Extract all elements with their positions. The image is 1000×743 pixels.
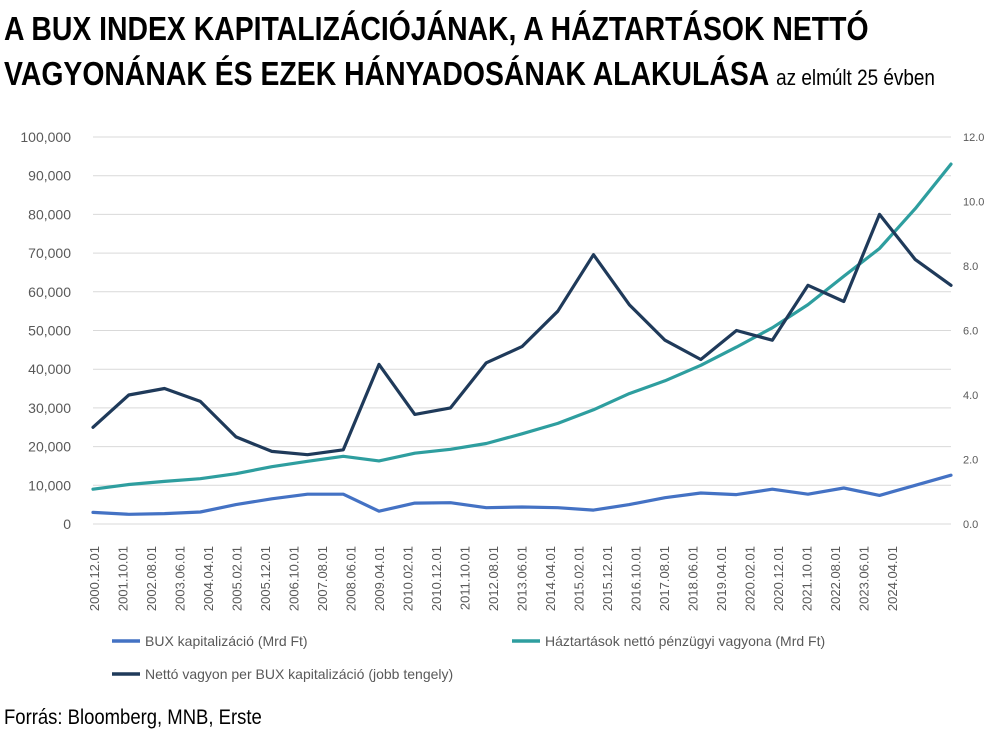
y-left-tick-label: 90,000 xyxy=(28,168,71,184)
x-tick-label: 2022.08.01 xyxy=(828,546,843,611)
chart-title: A BUX INDEX KAPITALIZÁCIÓJÁNAK, A HÁZTAR… xyxy=(4,6,935,100)
x-tick-label: 2015.02.01 xyxy=(572,546,587,611)
x-tick-label: 2014.04.01 xyxy=(543,546,558,611)
x-tick-label: 2003.06.01 xyxy=(173,546,188,611)
x-tick-label: 2012.08.01 xyxy=(486,546,501,611)
y-left-tick-label: 10,000 xyxy=(28,477,71,493)
x-tick-label: 2023.06.01 xyxy=(857,546,872,611)
x-tick-label: 2017.08.01 xyxy=(657,546,672,611)
x-tick-label: 2004.04.01 xyxy=(201,546,216,611)
x-tick-label: 2002.08.01 xyxy=(144,546,159,611)
x-tick-label: 2005.02.01 xyxy=(230,546,245,611)
x-tick-label: 2001.10.01 xyxy=(116,546,131,611)
x-tick-label: 2010.02.01 xyxy=(401,546,416,611)
x-tick-label: 2019.04.01 xyxy=(714,546,729,611)
y-right-tick-label: 4.0 xyxy=(963,390,978,402)
x-tick-label: 2020.02.01 xyxy=(743,546,758,611)
y-right-tick-label: 2.0 xyxy=(963,455,978,467)
legend-label: Háztartások nettó pénzügyi vagyona (Mrd … xyxy=(545,633,825,649)
y-left-tick-label: 40,000 xyxy=(28,361,71,377)
x-tick-label: 2024.04.01 xyxy=(885,546,900,611)
title-line-1: A BUX INDEX KAPITALIZÁCIÓJÁNAK, A HÁZTAR… xyxy=(4,10,869,47)
x-tick-label: 2000.12.01 xyxy=(87,546,102,611)
line-chart: 0 10,000 20,000 30,000 40,000 50,000 60,000 70,… xyxy=(20,129,984,682)
x-tick-label: 2006.10.01 xyxy=(287,546,302,611)
series-line xyxy=(91,212,953,457)
legend: BUX kapitalizáció (Mrd Ft) Háztartások ne… xyxy=(112,633,825,682)
y-left-tick-label: 80,000 xyxy=(28,206,71,222)
x-tick-label: 2010.12.01 xyxy=(429,546,444,611)
y-right-tick-label: 10.0 xyxy=(963,197,984,209)
x-tick-label: 2018.06.01 xyxy=(686,546,701,611)
x-tick-label: 2009.04.01 xyxy=(372,546,387,611)
y-left-tick-label: 30,000 xyxy=(28,400,71,416)
x-tick-label: 2008.06.01 xyxy=(344,546,359,611)
x-tick-label: 2015.12.01 xyxy=(600,546,615,611)
y-right-tick-label: 8.0 xyxy=(963,261,978,273)
gridlines xyxy=(93,136,951,525)
chart-panel: 0 10,000 20,000 30,000 40,000 50,000 60,000 70,… xyxy=(0,112,1000,694)
y-left-tick-label: 0 xyxy=(63,516,71,532)
y-right-tick-label: 12.0 xyxy=(963,132,984,144)
y-left-tick-label: 70,000 xyxy=(28,245,71,261)
x-axis-ticks: 2000.12.01 2001.10.01 2002.08.01 2003.06.01… xyxy=(87,546,900,611)
series-line xyxy=(91,162,953,491)
title-line-2-text: VAGYONÁNAK ÉS EZEK HÁNYADOSÁNAK ALAKULÁS… xyxy=(4,55,769,92)
y-left-tick-label: 60,000 xyxy=(28,284,71,300)
right-axis-ticks: 0.0 2.0 4.0 6.0 8.0 10.0 12.0 xyxy=(963,132,984,531)
y-left-tick-label: 20,000 xyxy=(28,439,71,455)
legend-label: Nettó vagyon per BUX kapitalizáció (jobb… xyxy=(145,666,453,682)
y-left-tick-label: 50,000 xyxy=(28,323,71,339)
legend-label: BUX kapitalizáció (Mrd Ft) xyxy=(145,633,308,649)
x-tick-label: 2013.06.01 xyxy=(515,546,530,611)
chart-subtitle: az elmúlt 25 évben xyxy=(776,65,935,90)
x-tick-label: 2005.12.01 xyxy=(258,546,273,611)
source-note: Forrás: Bloomberg, MNB, Erste xyxy=(4,706,262,729)
x-tick-label: 2021.10.01 xyxy=(800,546,815,611)
x-tick-label: 2016.10.01 xyxy=(629,546,644,611)
x-tick-label: 2007.08.01 xyxy=(315,546,330,611)
left-axis-ticks: 0 10,000 20,000 30,000 40,000 50,000 60,000 70,… xyxy=(20,129,71,532)
y-right-tick-label: 0.0 xyxy=(963,519,978,531)
series-line xyxy=(91,473,953,516)
x-tick-label: 2011.10.01 xyxy=(458,546,473,610)
y-left-tick-label: 100,000 xyxy=(20,129,71,145)
series-lines xyxy=(91,162,953,516)
x-tick-label: 2020.12.01 xyxy=(771,546,786,611)
title-line-2: VAGYONÁNAK ÉS EZEK HÁNYADOSÁNAK ALAKULÁS… xyxy=(4,51,935,100)
y-right-tick-label: 6.0 xyxy=(963,326,978,338)
